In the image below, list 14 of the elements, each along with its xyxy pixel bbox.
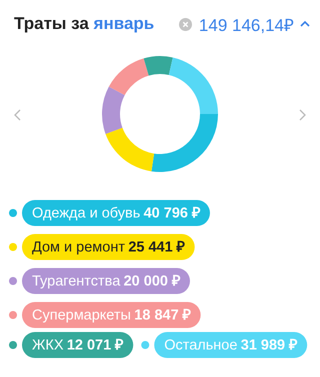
chart-title: Траты за январь <box>14 14 154 34</box>
chart-subtitle: 149 146,14₽ <box>198 14 294 36</box>
legend-label: Супермаркеты <box>32 308 131 324</box>
legend-label: Дом и ремонт <box>32 240 126 256</box>
data-label: 18 847 ₽ <box>134 308 192 324</box>
legend-label: Одежда и обувь <box>32 206 140 222</box>
legend-label: Остальное <box>164 338 238 354</box>
data-label: 31 989 ₽ <box>240 338 298 354</box>
data-label: 20 000 ₽ <box>124 274 181 290</box>
legend-label: Турагентства <box>32 274 122 290</box>
data-label: 40 796 ₽ <box>144 206 201 222</box>
data-label: 25 441 ₽ <box>128 240 186 256</box>
data-label: 12 071 ₽ <box>66 338 124 354</box>
legend-label: ЖКХ <box>32 338 64 354</box>
